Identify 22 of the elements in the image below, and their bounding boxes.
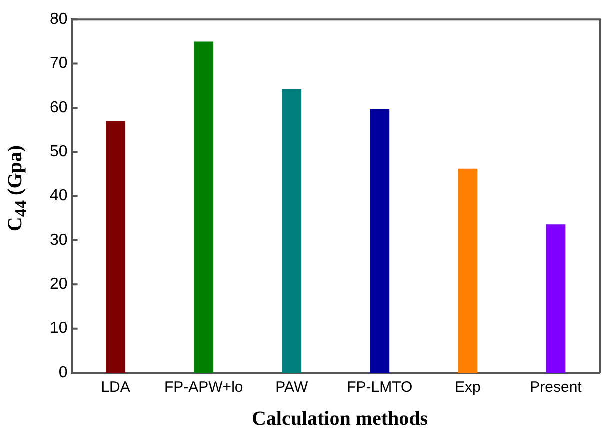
y-tick-label: 70 [50, 55, 68, 72]
y-tick-label: 80 [50, 11, 68, 28]
bar [194, 42, 214, 373]
x-tick-label: FP-LMTO [347, 379, 413, 396]
y-tick-label: 20 [50, 276, 68, 294]
bar [458, 168, 478, 373]
x-tick-label: Exp [455, 379, 481, 396]
bar [546, 224, 566, 373]
y-tick-label: 30 [50, 232, 68, 249]
y-tick-label: 60 [50, 99, 68, 116]
x-tick-label: FP-APW+lo [164, 379, 244, 396]
y-tick-label: 10 [50, 320, 68, 338]
y-tick-label: 40 [50, 188, 68, 205]
x-tick-label: Present [530, 379, 583, 396]
bar [370, 109, 390, 373]
x-tick-label: PAW [276, 379, 309, 396]
bar [106, 121, 126, 373]
y-tick-label: 0 [58, 364, 68, 382]
bar [282, 89, 302, 373]
y-tick-label: 50 [50, 144, 68, 161]
x-tick-label: LDA [101, 379, 130, 396]
x-axis-title: Calculation methods [250, 408, 430, 431]
